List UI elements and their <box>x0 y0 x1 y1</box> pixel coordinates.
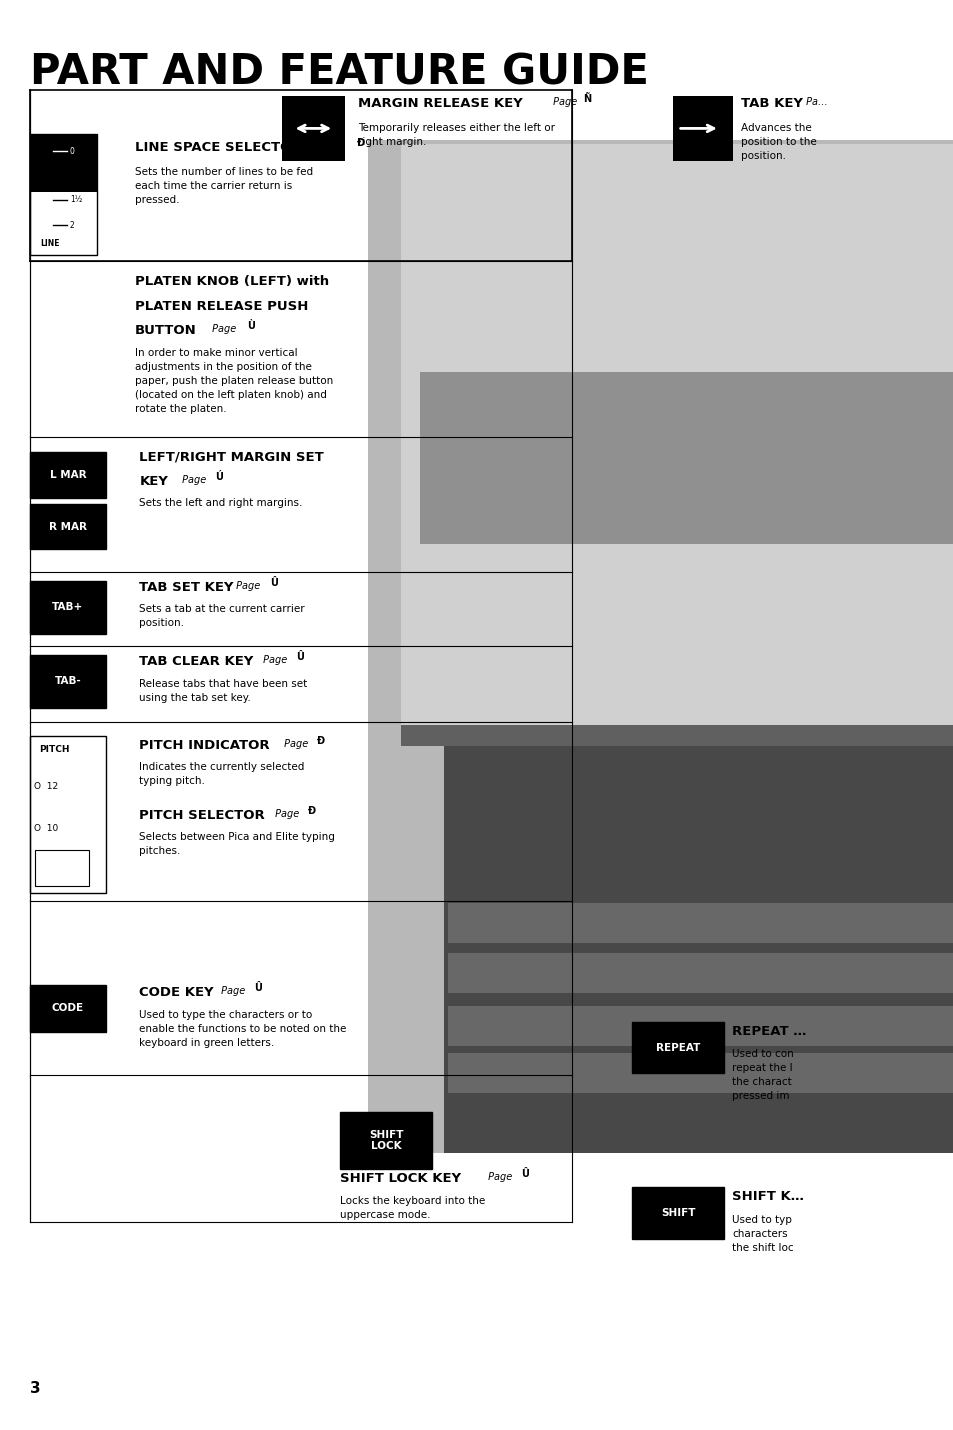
Bar <box>632 1187 723 1238</box>
Bar <box>30 134 96 256</box>
Text: REPEAT: REPEAT <box>656 1042 700 1052</box>
Bar <box>30 985 106 1032</box>
Text: CODE KEY: CODE KEY <box>139 987 213 1000</box>
Bar <box>448 954 952 994</box>
Text: Pa…: Pa… <box>802 97 827 107</box>
Text: SHIFT: SHIFT <box>660 1208 695 1218</box>
Text: Sets the number of lines to be fed
each time the carrier return is
pressed.: Sets the number of lines to be fed each … <box>134 167 313 204</box>
Text: Selects between Pica and Elite typing
pitches.: Selects between Pica and Elite typing pi… <box>139 832 335 857</box>
Text: TAB KEY: TAB KEY <box>740 97 802 110</box>
Text: 1½: 1½ <box>70 196 82 204</box>
Text: R MAR: R MAR <box>49 522 87 532</box>
Text: LINE: LINE <box>40 239 59 249</box>
Bar <box>448 1007 952 1047</box>
Text: Used to con
repeat the l
the charact
pressed im: Used to con repeat the l the charact pre… <box>731 1050 793 1101</box>
Text: LEFT/RIGHT MARGIN SET: LEFT/RIGHT MARGIN SET <box>139 450 324 463</box>
Text: TAB+: TAB+ <box>52 602 84 612</box>
Text: PITCH INDICATOR: PITCH INDICATOR <box>139 739 270 752</box>
Text: 3: 3 <box>30 1381 41 1396</box>
Text: TAB-: TAB- <box>54 676 81 686</box>
Text: 2: 2 <box>70 222 74 230</box>
Bar <box>30 503 106 549</box>
Text: 0: 0 <box>70 147 74 156</box>
Text: PLATEN RELEASE PUSH: PLATEN RELEASE PUSH <box>134 300 308 313</box>
Bar <box>400 144 952 729</box>
Bar <box>30 736 106 894</box>
Bar <box>632 1022 723 1074</box>
Bar <box>30 134 96 193</box>
Text: Û: Û <box>270 578 277 588</box>
Text: Û: Û <box>254 984 262 994</box>
Text: Sets a tab at the current carrier
position.: Sets a tab at the current carrier positi… <box>139 603 305 628</box>
Bar <box>448 1054 952 1093</box>
Text: MARGIN RELEASE KEY: MARGIN RELEASE KEY <box>357 97 522 110</box>
Text: CODE: CODE <box>51 1004 84 1014</box>
Text: SHIFT LOCK KEY: SHIFT LOCK KEY <box>339 1171 460 1184</box>
Text: Used to typ
characters
the shift loc: Used to typ characters the shift loc <box>731 1214 793 1253</box>
Text: O  12: O 12 <box>33 782 58 791</box>
Bar <box>30 452 106 498</box>
Text: Locks the keyboard into the
uppercase mode.: Locks the keyboard into the uppercase mo… <box>339 1195 485 1220</box>
Text: Page: Page <box>233 581 264 591</box>
Text: O  10: O 10 <box>33 824 58 834</box>
Text: Used to type the characters or to
enable the functions to be noted on the
keyboa: Used to type the characters or to enable… <box>139 1011 346 1048</box>
Text: Ú: Ú <box>215 472 223 482</box>
Text: TAB SET KEY: TAB SET KEY <box>139 581 233 593</box>
Bar <box>443 746 952 1153</box>
Text: Page: Page <box>317 142 348 152</box>
Text: 1: 1 <box>70 170 74 179</box>
Text: SHIFT
LOCK: SHIFT LOCK <box>369 1130 403 1151</box>
Bar <box>34 851 90 887</box>
Text: Release tabs that have been set
using the tab set key.: Release tabs that have been set using th… <box>139 679 307 704</box>
Text: Page: Page <box>260 655 291 665</box>
Text: PART AND FEATURE GUIDE: PART AND FEATURE GUIDE <box>30 51 648 93</box>
Text: Sets the left and right margins.: Sets the left and right margins. <box>139 498 302 508</box>
Text: PITCH SELECTOR: PITCH SELECTOR <box>139 809 265 822</box>
Text: In order to make minor vertical
adjustments in the position of the
paper, push t: In order to make minor vertical adjustme… <box>134 347 333 415</box>
Text: Page: Page <box>550 97 580 107</box>
Bar <box>672 96 732 162</box>
Bar <box>30 655 106 708</box>
Text: Page: Page <box>218 987 249 997</box>
Text: Ù: Ù <box>247 322 254 332</box>
Text: KEY: KEY <box>139 475 168 488</box>
Text: Ñ: Ñ <box>583 94 591 104</box>
Bar <box>339 1111 432 1168</box>
Bar <box>400 725 952 746</box>
Text: SHIFT K…: SHIFT K… <box>731 1190 803 1203</box>
Bar <box>282 96 344 162</box>
Text: Page: Page <box>209 325 239 335</box>
Text: TAB CLEAR KEY: TAB CLEAR KEY <box>139 655 253 668</box>
Text: BUTTON: BUTTON <box>134 325 196 337</box>
Text: Û: Û <box>520 1168 528 1178</box>
Text: Page: Page <box>484 1171 515 1181</box>
Bar <box>367 140 952 1153</box>
Text: Page: Page <box>179 475 210 485</box>
Text: PLATEN KNOB (LEFT) with: PLATEN KNOB (LEFT) with <box>134 276 329 289</box>
Text: Ð: Ð <box>316 736 325 746</box>
Text: Temporarily releases either the left or
right margin.: Temporarily releases either the left or … <box>357 123 555 147</box>
Bar <box>448 904 952 944</box>
Text: REPEAT …: REPEAT … <box>731 1025 805 1038</box>
Text: Page: Page <box>272 809 301 819</box>
Text: LINE SPACE SELECTOR: LINE SPACE SELECTOR <box>134 142 301 154</box>
Text: PITCH: PITCH <box>39 745 70 754</box>
Bar <box>30 581 106 633</box>
Text: Û: Û <box>296 652 304 662</box>
Text: Ð: Ð <box>356 139 365 149</box>
Bar <box>419 372 952 543</box>
Text: Page: Page <box>281 739 311 749</box>
Text: Ð: Ð <box>308 807 315 817</box>
Text: Indicates the currently selected
typing pitch.: Indicates the currently selected typing … <box>139 762 304 787</box>
Text: L MAR: L MAR <box>50 470 86 480</box>
Text: Advances the
position to the
position.: Advances the position to the position. <box>740 123 817 160</box>
